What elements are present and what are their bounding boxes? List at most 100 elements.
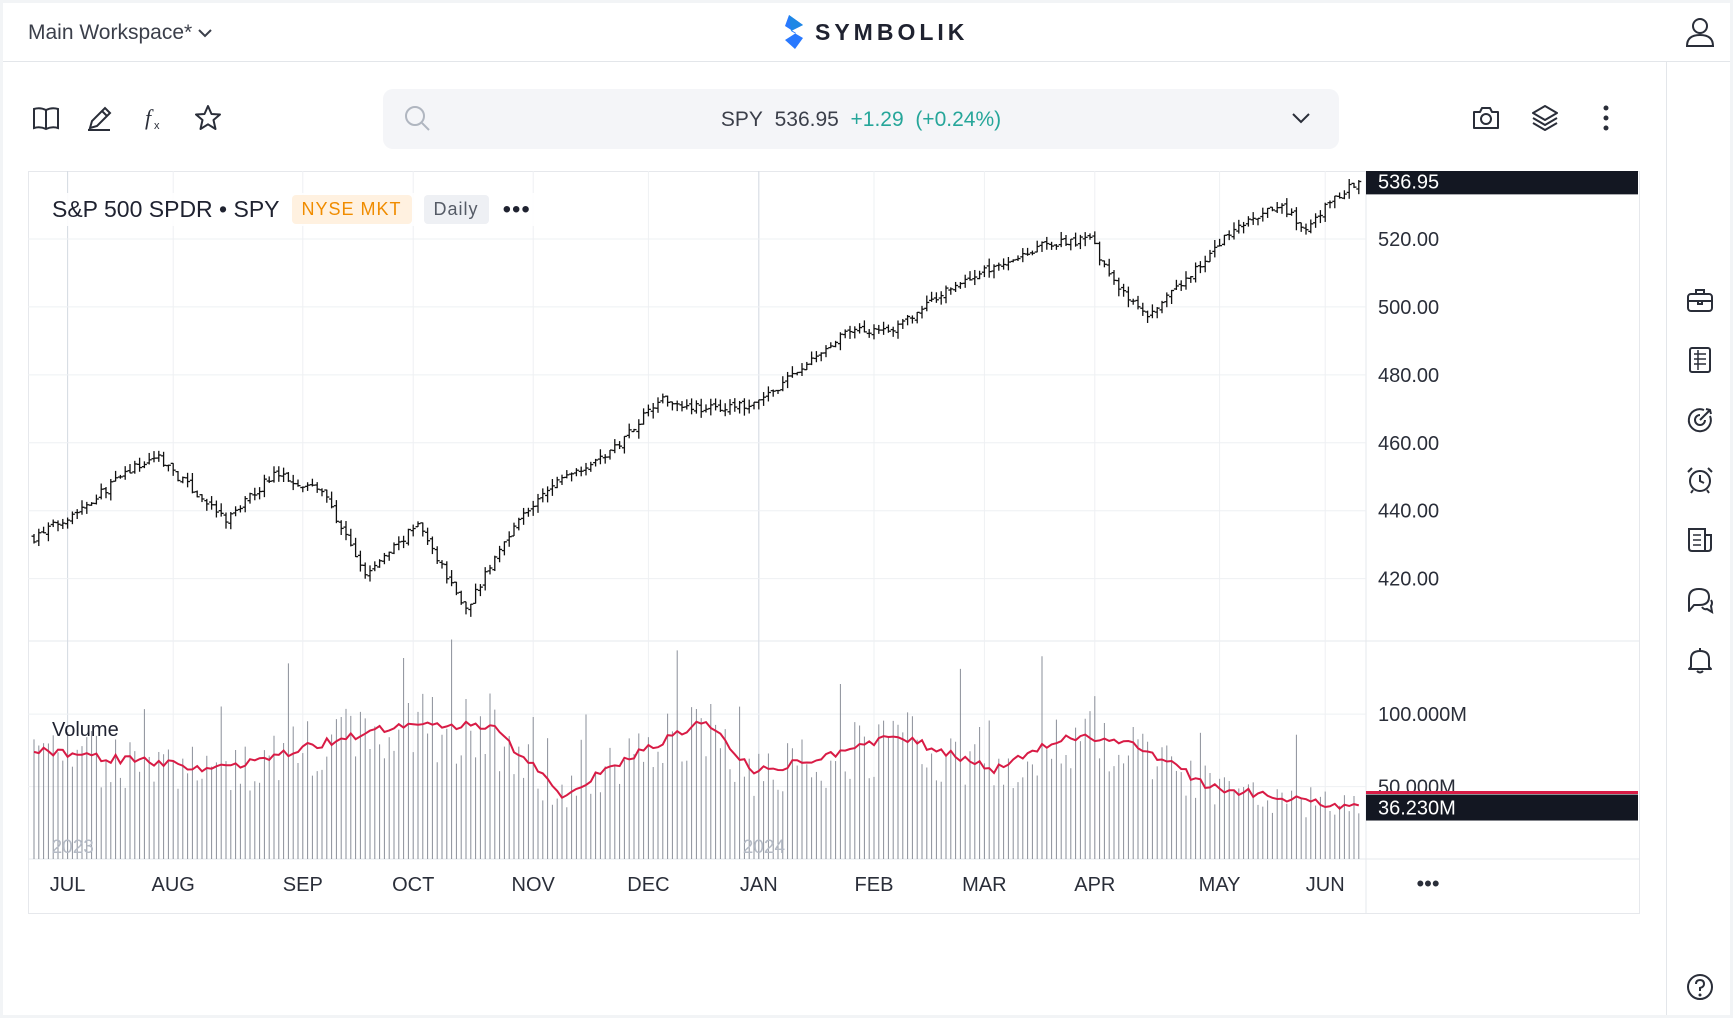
ohlc-bar: [36, 528, 42, 547]
ohlc-bar: [386, 551, 392, 561]
volume-tick-label: 100.000M: [1378, 704, 1467, 726]
ohlc-bar: [554, 476, 560, 489]
ohlc-bar: [276, 466, 282, 482]
ohlc-bar: [1025, 247, 1031, 256]
ohlc-bar: [391, 542, 397, 555]
ohlc-bar: [1341, 190, 1347, 200]
search-icon: [405, 106, 430, 131]
ohlc-bar: [1308, 219, 1314, 234]
ohlc-bar: [1289, 208, 1295, 216]
alarm-icon[interactable]: [1685, 465, 1715, 495]
ohlc-bar: [684, 399, 690, 410]
legend-more-button[interactable]: •••: [502, 195, 531, 223]
ohlc-bar: [449, 570, 455, 587]
ohlc-bar: [1058, 231, 1064, 248]
ohlc-bar: [285, 472, 291, 482]
ohlc-bar: [348, 528, 354, 547]
star-icon[interactable]: [193, 103, 223, 133]
ohlc-bar: [185, 472, 191, 488]
ohlc-bar: [1183, 271, 1189, 290]
user-icon[interactable]: [1685, 17, 1715, 47]
ohlc-bar: [717, 399, 723, 412]
function-icon[interactable]: f x: [139, 103, 169, 133]
month-label: MAY: [1199, 874, 1241, 896]
chevron-down-icon[interactable]: [1291, 111, 1311, 125]
ohlc-bar: [857, 323, 863, 334]
camera-icon[interactable]: [1471, 103, 1501, 133]
ohlc-bar: [353, 537, 359, 558]
ohlc-bar: [463, 601, 469, 615]
ohlc-bar: [866, 329, 872, 338]
ohlc-bar: [1077, 234, 1083, 250]
ohlc-bar: [641, 408, 647, 425]
exchange-badge: NYSE MKT: [291, 195, 412, 224]
ohlc-bar: [962, 274, 968, 288]
briefcase-icon[interactable]: [1685, 285, 1715, 315]
price-tick-label: 480.00: [1378, 365, 1439, 387]
ohlc-bar: [617, 441, 623, 450]
book-icon[interactable]: [31, 103, 61, 133]
help-icon[interactable]: [1685, 972, 1715, 1002]
chart-panel[interactable]: JUL AUG SEP OCT NOV DEC JAN FEB MAR APR MAY JUN 2023…: [28, 171, 1640, 999]
chart-canvas[interactable]: JUL AUG SEP OCT NOV DEC JAN FEB MAR APR MAY JUN 2023…: [28, 171, 1640, 999]
axis-more-button[interactable]: •••: [1416, 871, 1439, 896]
ohlc-bar: [842, 329, 848, 339]
ohlc-bar: [180, 476, 186, 484]
ohlc-bar: [818, 352, 824, 362]
ohlc-bar: [1169, 289, 1175, 305]
ohlc-bar: [612, 439, 618, 454]
target-icon[interactable]: [1685, 405, 1715, 435]
ohlc-bar: [713, 398, 719, 411]
bell-icon[interactable]: [1685, 645, 1715, 675]
interval-badge[interactable]: Daily: [423, 195, 489, 224]
ohlc-bar: [943, 285, 949, 304]
ohlc-bar: [525, 507, 531, 517]
workspace-selector[interactable]: Main Workspace*: [28, 21, 212, 45]
ohlc-bar: [266, 476, 272, 484]
quote-summary: SPY 536.95 +1.29 (+0.24%): [383, 108, 1339, 132]
pencil-icon[interactable]: [85, 103, 115, 133]
month-label: JUL: [50, 874, 86, 896]
chat-icon[interactable]: [1685, 585, 1715, 615]
ohlc-bar: [948, 287, 954, 295]
ohlc-bar: [1303, 223, 1309, 235]
ohlc-bar: [247, 492, 253, 504]
ohlc-bar: [1207, 249, 1213, 263]
ohlc-bar: [1087, 233, 1093, 240]
ohlc-bar: [357, 550, 363, 572]
svg-text:x: x: [154, 120, 160, 132]
symbol-search-bar[interactable]: SPY 536.95 +1.29 (+0.24%): [383, 89, 1339, 149]
last-volume-label: 36.230M: [1378, 798, 1456, 820]
news-icon[interactable]: [1685, 525, 1715, 555]
ohlc-bar: [1073, 232, 1079, 247]
ohlc-bar: [511, 522, 517, 537]
ohlc-bar: [223, 512, 229, 529]
ohlc-bar: [333, 500, 339, 524]
ohlc-bar: [881, 321, 887, 335]
ohlc-bar: [156, 450, 162, 462]
table-icon[interactable]: [1685, 345, 1715, 375]
ohlc-bar: [204, 498, 210, 511]
ohlc-bar: [751, 401, 757, 410]
ohlc-bar: [477, 584, 483, 597]
ohlc-bar: [1188, 276, 1194, 283]
ohlc-bar: [593, 458, 599, 467]
ohlc-bar: [93, 494, 99, 505]
ohlc-bar: [1159, 300, 1165, 314]
ohlc-bar: [621, 435, 627, 454]
layers-icon[interactable]: [1530, 103, 1560, 133]
ohlc-bar: [1034, 240, 1040, 253]
ohlc-bar: [1313, 213, 1319, 228]
ohlc-bar: [737, 400, 743, 414]
ohlc-bar: [545, 486, 551, 503]
ohlc-bar: [1010, 259, 1016, 263]
ohlc-bar: [161, 451, 167, 467]
ohlc-bar: [1039, 241, 1045, 252]
ohlc-bar: [1202, 255, 1208, 273]
ohlc-bar: [439, 560, 445, 569]
ohlc-bar: [756, 399, 762, 410]
ohlc-bar: [1068, 238, 1074, 251]
ohlc-bar: [324, 489, 330, 503]
ohlc-bar: [669, 401, 675, 411]
more-vertical-icon[interactable]: [1591, 103, 1621, 133]
